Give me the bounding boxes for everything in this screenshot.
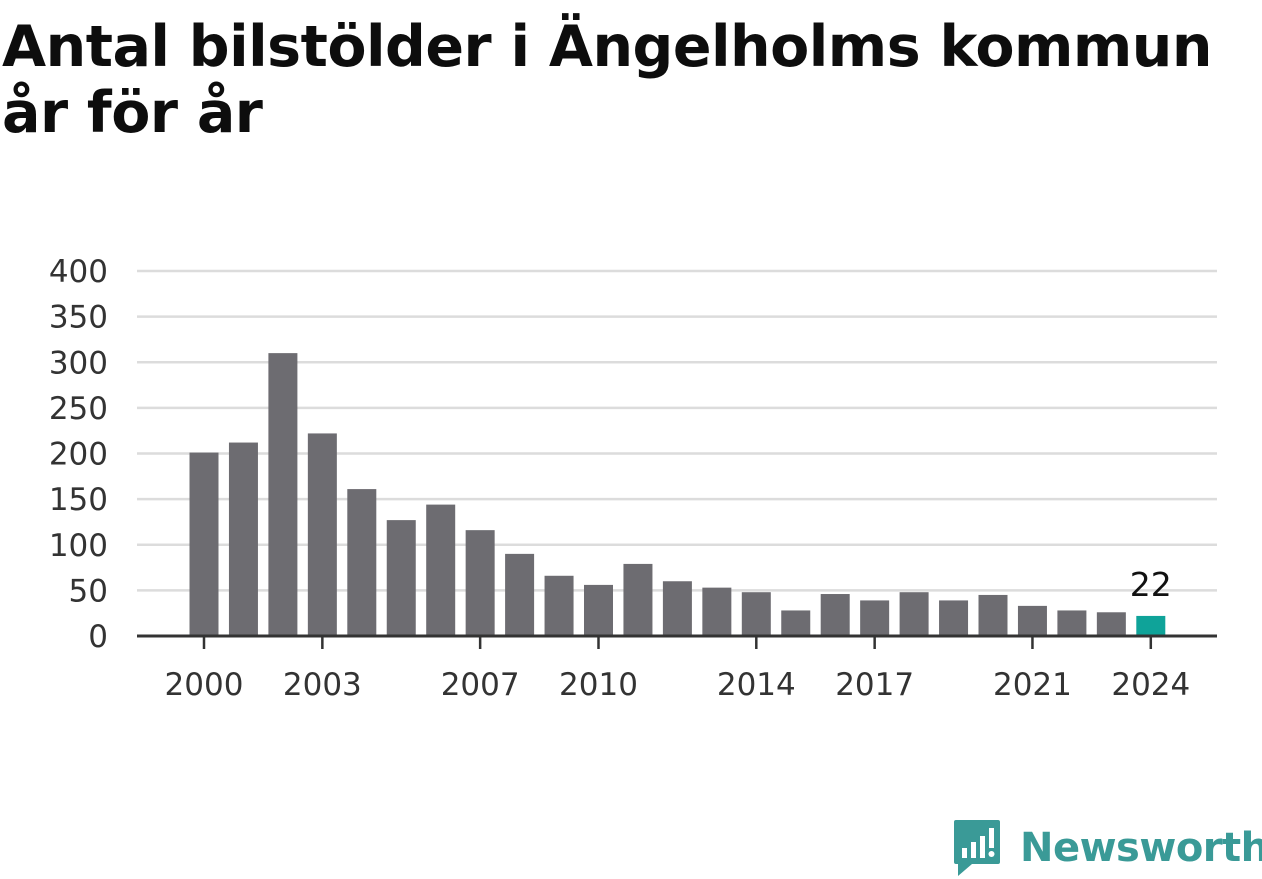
y-tick-label: 200 [49, 437, 108, 473]
bar-2019 [939, 600, 969, 636]
y-tick-label: 50 [69, 573, 108, 609]
bar-2010 [584, 584, 613, 636]
bar-2017 [860, 600, 890, 636]
bar-2001 [228, 442, 258, 636]
x-tick-label: 2007 [441, 667, 520, 703]
annotations: 22 [1130, 565, 1172, 604]
y-tick-label: 400 [49, 254, 108, 290]
bar-2005 [386, 520, 416, 636]
gridlines [137, 269, 1217, 592]
brand-name: Newsworthy [1020, 825, 1262, 871]
bar-2021 [1017, 605, 1047, 636]
x-tick-label: 2017 [835, 667, 914, 703]
x-tick-label: 2014 [717, 667, 796, 703]
bar-2023 [1096, 612, 1126, 636]
highlight-value-label: 22 [1130, 565, 1172, 604]
bar-2006 [426, 504, 456, 636]
newsworthy-logo-icon [954, 820, 1000, 876]
y-tick-label: 100 [49, 528, 108, 564]
x-tick-label: 2000 [165, 667, 244, 703]
chart-title: Antal bilstölder i Ängelholms kommun år … [2, 14, 1212, 146]
bar-2022 [1057, 610, 1087, 636]
x-tick-label: 2024 [1111, 667, 1190, 703]
bar-2007 [465, 530, 495, 636]
bar-2002 [268, 353, 298, 636]
bar-2020 [978, 594, 1008, 636]
bar-2014 [741, 592, 771, 636]
bar-2003 [307, 433, 337, 636]
x-tick-label: 2010 [559, 667, 638, 703]
y-tick-label: 250 [49, 391, 108, 427]
bar-2018 [899, 592, 929, 636]
bar-2024 [1136, 615, 1166, 636]
bar-2004 [347, 489, 377, 636]
bar-2009 [544, 575, 574, 636]
bar-2008 [505, 553, 535, 636]
bar-2012 [662, 581, 692, 636]
x-tick-label: 2021 [993, 667, 1072, 703]
bar-2013 [702, 587, 732, 636]
x-tick-label: 2003 [283, 667, 362, 703]
bar-2000 [189, 452, 219, 636]
y-tick-label: 350 [49, 300, 108, 336]
brand-logo: Newsworthy [952, 818, 1262, 878]
x-axis-labels: 2000 2003 2007 2010 2014 2017 2021 2024 [165, 667, 1191, 703]
y-tick-label: 300 [49, 345, 108, 381]
y-tick-label: 0 [88, 619, 108, 655]
y-tick-label: 150 [49, 482, 108, 518]
bars [189, 353, 1166, 636]
bar-2011 [623, 563, 653, 636]
y-axis-labels: 0 50 100 150 200 250 300 350 400 [49, 254, 108, 655]
bar-2016 [820, 594, 850, 636]
x-axis-ticks [202, 636, 1153, 649]
bar-2015 [781, 610, 811, 636]
